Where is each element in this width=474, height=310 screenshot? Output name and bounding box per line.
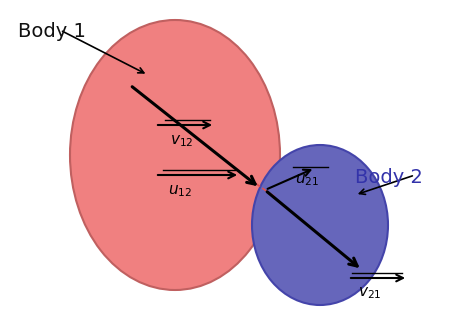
Ellipse shape bbox=[70, 20, 280, 290]
Text: Body 2: Body 2 bbox=[355, 168, 423, 187]
Text: Body 1: Body 1 bbox=[18, 22, 86, 41]
Text: $u_{21}$: $u_{21}$ bbox=[295, 172, 319, 188]
Text: $v_{12}$: $v_{12}$ bbox=[170, 133, 193, 149]
Ellipse shape bbox=[252, 145, 388, 305]
Text: $u_{12}$: $u_{12}$ bbox=[168, 183, 192, 199]
Text: $v_{21}$: $v_{21}$ bbox=[358, 285, 382, 301]
